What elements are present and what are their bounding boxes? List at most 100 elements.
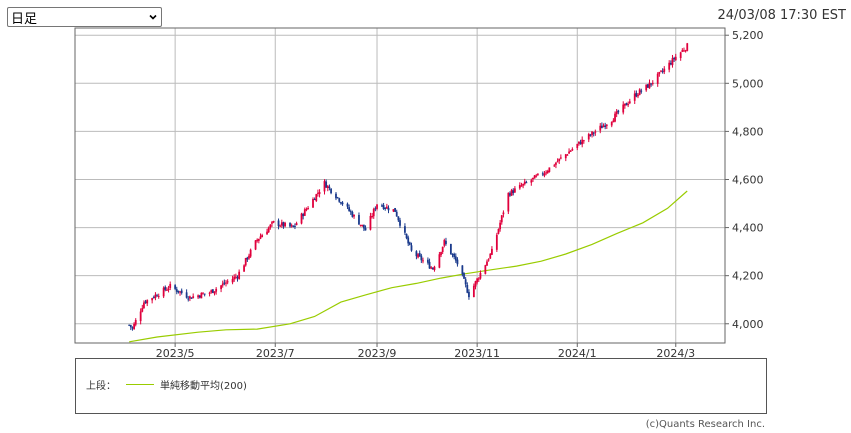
- candle-body: [499, 222, 502, 230]
- copyright: (c)Quants Research Inc.: [645, 419, 765, 430]
- period-select-value: 日足: [11, 11, 38, 27]
- candle-body: [190, 297, 193, 299]
- candle-body: [384, 207, 387, 209]
- candle-body: [203, 293, 206, 295]
- candle-body: [474, 281, 477, 287]
- candle-body: [284, 222, 287, 227]
- candle-body: [231, 278, 234, 283]
- candle-body: [507, 192, 510, 212]
- candle-body: [382, 205, 385, 210]
- candle-body: [307, 207, 309, 210]
- candle-body: [399, 220, 401, 226]
- candle-body: [340, 202, 342, 204]
- x-tick-label: 2023/5: [156, 347, 195, 358]
- candle-body: [495, 234, 498, 250]
- candle-body: [617, 110, 620, 113]
- candle-body: [571, 149, 574, 151]
- candle-body: [133, 323, 135, 330]
- candle-body: [404, 226, 406, 233]
- candle-body: [661, 71, 664, 73]
- candle-body: [651, 82, 654, 84]
- candle-body: [330, 188, 332, 194]
- candle-body: [277, 220, 280, 227]
- candle-body: [441, 246, 444, 253]
- candle-body: [295, 223, 298, 226]
- candle-body: [623, 103, 626, 106]
- candle-body: [502, 212, 505, 215]
- candle-body: [605, 124, 608, 126]
- candle-body: [594, 131, 597, 133]
- candle-body: [513, 188, 516, 193]
- candle-body: [164, 286, 167, 290]
- candle-body: [612, 120, 615, 123]
- candle-body: [579, 142, 582, 145]
- candle-body: [523, 181, 526, 185]
- candle-body: [431, 267, 434, 270]
- candle-body: [509, 193, 511, 196]
- candle-body: [491, 248, 493, 255]
- candle-body: [669, 63, 672, 65]
- candle-body: [387, 207, 390, 211]
- candle-body: [536, 173, 539, 175]
- x-tick-label: 2024/1: [558, 347, 597, 358]
- y-tick-label: 5,000: [732, 77, 764, 90]
- axis-labels: 4,000 4,200 4,400 4,600 4,800 5,000 5,200 2023/…: [156, 29, 764, 358]
- candle-body: [615, 111, 618, 115]
- candle-body: [238, 271, 241, 280]
- candle-body: [686, 43, 689, 51]
- candle-body: [500, 215, 503, 223]
- candle-body: [187, 298, 190, 300]
- candle-body: [280, 222, 283, 226]
- candle-body: [303, 209, 306, 216]
- candle-body: [143, 302, 145, 308]
- candle-body: [346, 203, 349, 207]
- candle-body: [679, 52, 682, 59]
- legend-section-label: 上段：: [86, 381, 116, 392]
- candle-body: [422, 260, 424, 262]
- candle-body: [464, 279, 467, 285]
- candle-body: [589, 134, 592, 136]
- candle-body: [341, 202, 344, 205]
- candle-body: [625, 103, 628, 106]
- candle-body: [266, 231, 268, 235]
- candle-body: [569, 150, 572, 152]
- candle-body: [545, 172, 547, 174]
- candle-body: [169, 284, 172, 288]
- candle-body: [648, 82, 651, 89]
- candle-body: [348, 207, 351, 211]
- candle-body: [645, 84, 648, 91]
- candle-body: [602, 125, 605, 128]
- candle-body: [650, 83, 653, 85]
- candle-body: [362, 224, 365, 229]
- candle-body: [174, 285, 177, 289]
- legend-line-swatch: [126, 384, 154, 385]
- candle-body: [141, 308, 144, 312]
- legend-row: 上段： 単純移動平均(200): [86, 377, 247, 392]
- candle-body: [220, 285, 222, 290]
- candle-body: [564, 154, 567, 159]
- candle-body: [371, 216, 373, 218]
- candle-body: [415, 251, 418, 257]
- candle-body: [660, 70, 662, 72]
- candle-body: [272, 221, 275, 223]
- candle-body: [338, 198, 341, 202]
- candle-body: [656, 73, 659, 84]
- candle-body: [210, 290, 213, 293]
- candle-body: [248, 255, 250, 259]
- candle-body: [269, 224, 272, 228]
- candle-body: [420, 255, 423, 261]
- x-tick-label: 2024/3: [656, 347, 695, 358]
- candle-body: [317, 192, 319, 194]
- candle-body: [128, 324, 131, 326]
- candle-body: [323, 181, 326, 192]
- chevron-down-icon: [149, 14, 157, 20]
- candle-body: [185, 292, 188, 298]
- candle-body: [546, 171, 549, 174]
- candle-body: [456, 259, 459, 265]
- candle-body: [530, 180, 533, 183]
- grid-lines: [75, 28, 725, 343]
- candle-body: [211, 289, 214, 293]
- period-select[interactable]: 日足: [7, 7, 162, 27]
- candle-body: [566, 154, 569, 156]
- candle-body: [267, 227, 270, 233]
